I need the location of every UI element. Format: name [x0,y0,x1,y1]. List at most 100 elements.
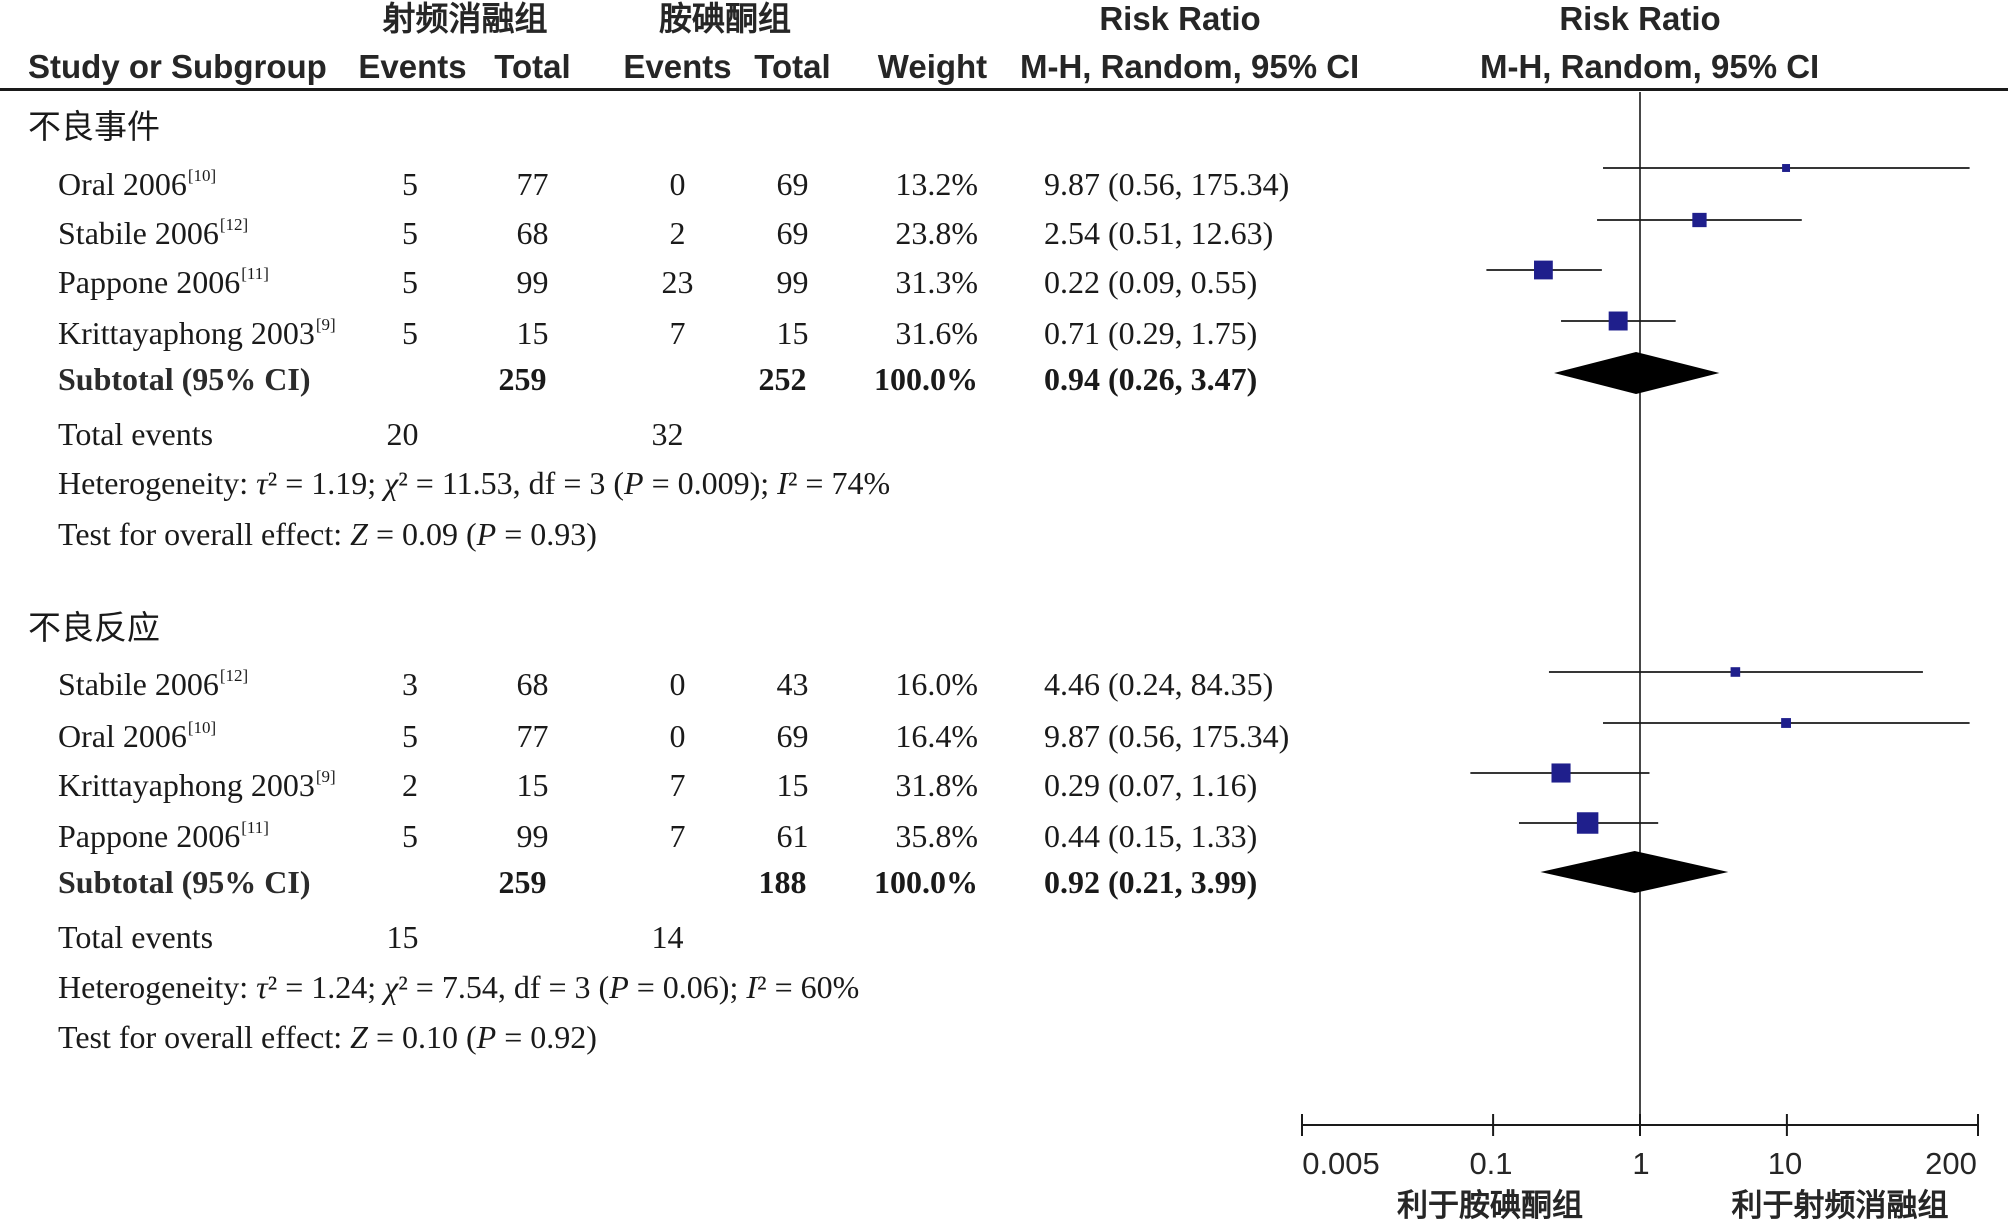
total1-column-header: Total [494,48,571,85]
total-events2: 14 [651,919,684,955]
tick-label: 10 [1767,1146,1803,1181]
weight-column-header: Weight [877,48,988,85]
reference: [11] [241,264,269,283]
total-events2: 32 [651,416,684,452]
study-column-header: Study or Subgroup [28,48,327,85]
weight-cell: 23.8% [895,215,978,251]
total1-cell: 77 [516,166,549,202]
ci-cell: 0.44 (0.15, 1.33) [1044,818,1258,854]
weight-cell: 31.8% [895,767,978,803]
total-events1: 20 [386,416,419,452]
effect-marker [1730,667,1741,677]
effect-marker [1782,164,1791,172]
weight-cell: 31.6% [895,315,978,351]
effect-marker [1608,311,1628,331]
subtotal-total1: 259 [498,361,547,397]
reference: [11] [241,818,269,837]
total2-cell: 69 [776,166,809,202]
total2-cell: 61 [776,818,809,854]
events2-cell: 0 [669,166,686,202]
events2-cell: 23 [661,264,694,300]
reference: [10] [187,718,217,737]
events2-cell: 7 [669,767,686,803]
tick-label: 1 [1632,1146,1650,1181]
total2-cell: 99 [776,264,809,300]
header-rule [0,88,2008,91]
risk-ratio-plot-header: Risk Ratio [1559,0,1721,37]
total1-cell: 99 [516,818,549,854]
heterogeneity-text: Heterogeneity: τ² = 1.19; χ² = 11.53, df… [58,465,891,501]
events1-cell: 5 [402,315,418,351]
ci-cell: 2.54 (0.51, 12.63) [1044,215,1274,251]
total-events1: 15 [386,919,419,955]
total-events-label: Total events [58,416,214,452]
subtotal-total1: 259 [498,864,547,900]
effect-marker [1576,812,1599,834]
total2-column-header: Total [754,48,831,85]
ci-cell: 0.71 (0.29, 1.75) [1044,315,1258,351]
study-name: Krittayaphong 2003[9] [58,767,336,803]
total2-cell: 69 [776,215,809,251]
study-name: Pappone 2006[11] [58,264,269,300]
total1-cell: 68 [516,215,549,251]
total2-cell: 43 [776,666,809,702]
subgroup-title: 不良反应 [28,611,160,647]
favours-left-label: 利于胺碘酮组 [1397,1188,1583,1223]
events1-cell: 5 [402,818,418,854]
subtotal-weight: 100.0% [874,864,978,900]
events2-cell: 0 [669,718,686,754]
group1-header: 射频消融组 [382,0,548,37]
overall-effect-text: Test for overall effect: Z = 0.09 (P = 0… [58,516,597,552]
study-name: Stabile 2006[12] [58,215,249,251]
tick-label: 200 [1925,1146,1977,1181]
events2-cell: 7 [669,315,686,351]
ci-cell: 0.22 (0.09, 0.55) [1044,264,1258,300]
method-plot-header: M-H, Random, 95% CI [1480,48,1820,85]
events1-cell: 2 [402,767,418,803]
subtotal-weight: 100.0% [874,361,978,397]
total1-cell: 99 [516,264,549,300]
effect-marker [1551,763,1571,783]
subtotal-label: Subtotal (95% CI) [58,361,311,397]
weight-cell: 16.4% [895,718,978,754]
events2-cell: 2 [669,215,686,251]
total1-cell: 15 [516,767,549,803]
tick-label: 0.005 [1302,1146,1380,1181]
subtotal-ci: 0.94 (0.26, 3.47) [1044,361,1258,397]
favours-right-label: 利于射频消融组 [1731,1188,1949,1223]
events2-column-header: Events [623,48,732,85]
total2-cell: 15 [776,315,809,351]
study-name: Krittayaphong 2003[9] [58,315,336,351]
ci-cell: 0.29 (0.07, 1.16) [1044,767,1258,803]
effect-marker [1781,718,1791,728]
method-column-header: M-H, Random, 95% CI [1020,48,1360,85]
weight-cell: 31.3% [895,264,978,300]
total-events-label: Total events [58,919,214,955]
weight-cell: 35.8% [895,818,978,854]
study-name: Stabile 2006[12] [58,666,249,702]
reference: [9] [315,767,336,786]
effect-marker [1692,212,1707,228]
subtotal-total2: 252 [758,361,807,397]
subgroup-title: 不良事件 [28,110,160,146]
reference: [9] [315,315,336,334]
pooled-diamond [1554,352,1720,394]
ci-cell: 9.87 (0.56, 175.34) [1044,718,1290,754]
effect-marker [1534,260,1553,280]
ci-cell: 9.87 (0.56, 175.34) [1044,166,1290,202]
subtotal-label: Subtotal (95% CI) [58,864,311,900]
study-name: Oral 2006[10] [58,166,217,202]
events1-cell: 5 [402,166,418,202]
events1-column-header: Events [358,48,467,85]
subtotal-ci: 0.92 (0.21, 3.99) [1044,864,1258,900]
total2-cell: 69 [776,718,809,754]
study-name: Pappone 2006[11] [58,818,269,854]
reference: [10] [187,166,217,185]
study-name: Oral 2006[10] [58,718,217,754]
weight-cell: 13.2% [895,166,978,202]
ci-cell: 4.46 (0.24, 84.35) [1044,666,1274,702]
total1-cell: 68 [516,666,549,702]
total1-cell: 77 [516,718,549,754]
reference: [12] [219,666,249,685]
